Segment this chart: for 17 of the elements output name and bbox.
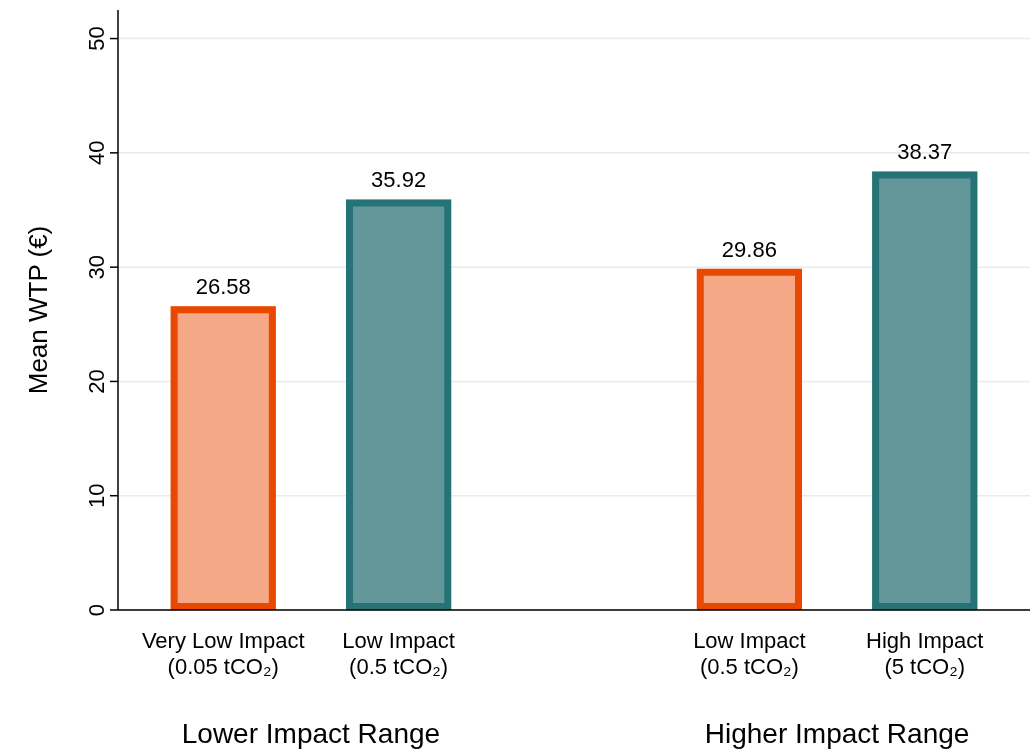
data-label: 26.58 bbox=[195, 274, 251, 300]
y-axis-title: Mean WTP (€) bbox=[23, 225, 53, 395]
text: Lower Impact Range bbox=[181, 718, 441, 749]
y-tick-label: 40 bbox=[83, 140, 109, 166]
text: Higher Impact Range bbox=[704, 718, 970, 749]
data-label: 35.92 bbox=[371, 167, 427, 193]
y-tick-label: 50 bbox=[83, 26, 109, 51]
x-tick-label: Very Low Impact (0.05 tCO₂) bbox=[141, 628, 305, 679]
x-tick-label: High Impact (5 tCO₂) bbox=[866, 628, 984, 679]
y-tick-label: 10 bbox=[83, 483, 109, 508]
data-label: 29.86 bbox=[721, 236, 777, 262]
data-label: 38.37 bbox=[897, 139, 953, 165]
x-tick-label: Low Impact (0.5 tCO₂) bbox=[342, 628, 455, 679]
x-tick-label: Low Impact (0.5 tCO₂) bbox=[693, 628, 806, 679]
y-tick-label: 0 bbox=[83, 603, 109, 617]
y-tick-label: 20 bbox=[83, 369, 109, 394]
y-tick-label: 30 bbox=[83, 254, 109, 280]
